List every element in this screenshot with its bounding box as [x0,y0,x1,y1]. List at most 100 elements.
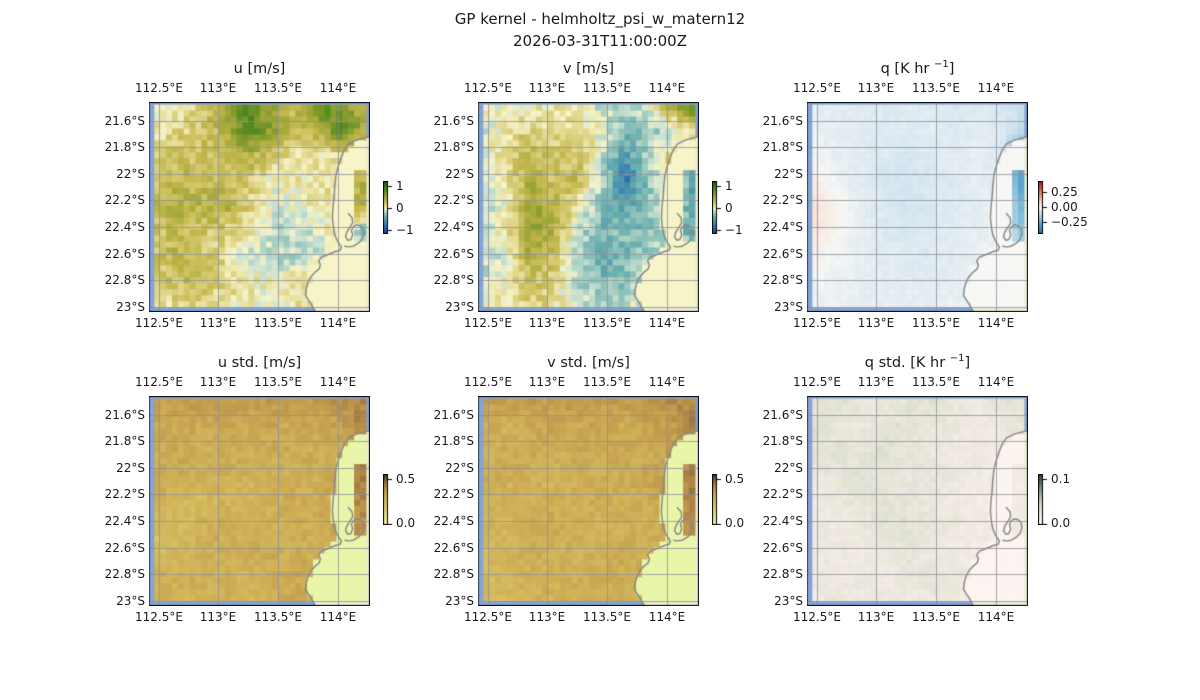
lon-tick-label: 113.5°E [912,81,960,95]
lat-tick-label: 23°S [445,300,474,314]
lat-tick-label: 22.8°S [104,273,145,287]
lat-tick-label: 23°S [116,300,145,314]
colorbar-u-std-gradient [383,474,393,525]
colorbar-v: 1 0 −1 [712,179,743,238]
lon-tick-label: 112.5°E [464,610,512,624]
lon-tick-label: 112.5°E [464,81,512,95]
map-canvas-u-std [149,396,370,606]
lat-tick-label: 22.6°S [433,247,474,261]
colorbar-tick: 0.0 [725,516,745,530]
lat-tick-label: 22°S [116,167,145,181]
colorbar-tick: 1 [725,179,733,193]
map-canvas-v-std [478,396,699,606]
lon-tick-label: 114°E [648,81,686,95]
lon-tick-label: 113°E [528,316,566,330]
lat-tick-label: 21.8°S [433,434,474,448]
lat-tick-label: 21.8°S [104,434,145,448]
subplot-v-title: v [m/s] [562,60,615,77]
lat-tick-label: 22.4°S [762,220,803,234]
lon-tick-label: 112.5°E [793,81,841,95]
colorbar-tick: 0.5 [725,472,745,486]
lat-tick-label: 22.4°S [104,220,145,234]
lat-tick-label: 21.6°S [762,408,803,422]
lon-tick-label: 113.5°E [254,375,302,389]
lat-tick-label: 23°S [774,300,803,314]
lon-tick-label: 112.5°E [135,316,183,330]
lon-tick-label: 114°E [648,316,686,330]
lat-tick-label: 22°S [774,461,803,475]
lat-tick-label: 21.6°S [762,114,803,128]
colorbar-tick: 0.00 [1051,200,1078,214]
map-canvas-u [149,102,370,312]
subplot-u-std-title: u std. [m/s] [217,354,302,371]
lat-tick-label: 22.2°S [104,487,145,501]
lat-tick-label: 22°S [445,167,474,181]
subplot-q: q [K hr −1] 112.5°E 113°E 113.5°E 114°E … [752,57,1088,339]
lat-tick-label: 22.8°S [104,567,145,581]
lon-tick-label: 114°E [648,610,686,624]
colorbar-v-std: 0.5 0.0 [712,472,744,530]
lat-tick-label: 22.4°S [104,514,145,528]
lon-tick-label: 112.5°E [793,316,841,330]
lat-tick-label: 21.6°S [433,408,474,422]
lon-tick-label: 114°E [977,610,1015,624]
lon-tick-label: 114°E [319,610,357,624]
colorbar-u-gradient [383,181,393,234]
colorbar-tick: 0.0 [396,516,416,530]
lat-tick-label: 22°S [774,167,803,181]
colorbar-u-std: 0.5 0.0 [383,472,415,530]
lat-tick-label: 21.8°S [762,434,803,448]
lon-tick-label: 112.5°E [793,610,841,624]
lat-tick-label: 21.8°S [762,140,803,154]
subplot-q-std: q std. [K hr −1] 112.5°E 113°E 113.5°E 1… [752,351,1082,633]
lat-tick-label: 22.6°S [762,247,803,261]
lon-tick-label: 114°E [319,81,357,95]
subplot-v-std-title: v std. [m/s] [547,354,630,371]
colorbar-tick: 0 [725,201,733,215]
lon-tick-label: 112.5°E [464,375,512,389]
colorbar-tick: −0.25 [1051,215,1088,229]
colorbar-tick: 1 [396,179,404,193]
lon-tick-label: 114°E [648,375,686,389]
map-canvas-v [478,102,699,312]
lon-tick-label: 113°E [857,375,895,389]
lon-tick-label: 113.5°E [912,375,960,389]
lon-tick-label: 113°E [199,81,237,95]
lon-tick-label: 113°E [528,375,566,389]
colorbar-q-std: 0.1 0.0 [1038,472,1070,530]
lon-tick-label: 113.5°E [254,81,302,95]
subplot-v-std: v std. [m/s] 112.5°E 113°E 113.5°E 114°E… [423,351,753,633]
lon-tick-label: 113°E [199,375,237,389]
lon-tick-label: 113.5°E [254,610,302,624]
colorbar-v-gradient [712,181,722,234]
lon-tick-label: 114°E [977,316,1015,330]
lon-tick-label: 112.5°E [464,316,512,330]
lon-tick-label: 113.5°E [583,610,631,624]
subplot-v: v [m/s] 112.5°E 113°E 113.5°E 114°E 21.6… [423,57,753,339]
lon-tick-label: 113°E [199,316,237,330]
lat-tick-label: 22.2°S [762,487,803,501]
lon-tick-label: 113°E [857,316,895,330]
lat-tick-label: 22.4°S [433,220,474,234]
colorbar-q: 0.25 0.00 −0.25 [1038,181,1088,238]
lat-tick-label: 22.8°S [762,567,803,581]
lat-tick-label: 22°S [445,461,474,475]
lon-tick-label: 114°E [977,375,1015,389]
lon-tick-label: 113.5°E [583,375,631,389]
lat-tick-label: 21.8°S [104,140,145,154]
lon-tick-label: 114°E [319,316,357,330]
lon-tick-label: 113°E [528,81,566,95]
lon-tick-label: 113.5°E [583,316,631,330]
lat-tick-label: 21.8°S [433,140,474,154]
lat-tick-label: 23°S [774,594,803,608]
lat-tick-label: 22.8°S [762,273,803,287]
lat-tick-label: 23°S [116,594,145,608]
lat-tick-label: 22.2°S [433,487,474,501]
lat-tick-label: 23°S [445,594,474,608]
subplot-u-title: u [m/s] [233,60,286,77]
colorbar-tick: 0.0 [1051,516,1071,530]
lat-tick-label: 22.8°S [433,273,474,287]
colorbar-v-std-gradient [712,474,722,525]
lon-tick-label: 112.5°E [135,610,183,624]
lat-tick-label: 22.6°S [762,541,803,555]
